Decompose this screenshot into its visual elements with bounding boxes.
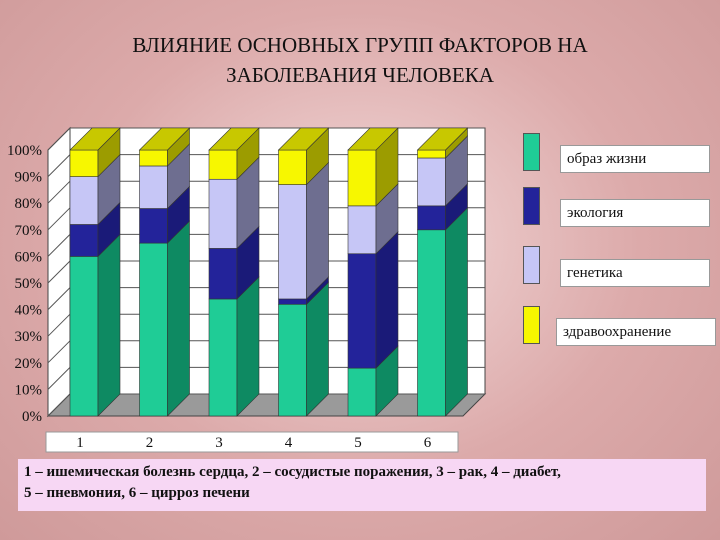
chart-footnote: 1 – ишемическая болезнь сердца, 2 – сосу… [18, 459, 706, 511]
y-tick-label: 90% [15, 170, 43, 186]
bar-segment-healthcare [278, 127, 329, 186]
bar-top [277, 127, 330, 151]
gridline-side [47, 180, 71, 204]
gridline-side [47, 207, 71, 231]
bar-front [347, 253, 377, 369]
bar-segment-lifestyle [347, 345, 399, 417]
bar-segment-ecology [347, 231, 399, 369]
y-tick-label: 0% [22, 409, 42, 425]
bar-front [417, 157, 446, 207]
bar-side [236, 276, 260, 417]
x-tick-label: 4 [285, 435, 293, 451]
bar-side [97, 233, 121, 417]
legend-swatch-healthcare [523, 306, 540, 344]
bar-top [416, 127, 469, 151]
bar-segment-lifestyle [139, 220, 190, 417]
bar-front [278, 184, 307, 300]
x-tick-label: 2 [146, 435, 154, 451]
x-axis-label-strip [45, 431, 459, 453]
legend-label-ecology: экология [560, 199, 710, 227]
bar-segment-healthcare [69, 127, 121, 178]
bar-segment-genetics [69, 153, 121, 226]
y-tick-label: 70% [15, 223, 43, 239]
bar-side [445, 207, 468, 417]
bar-segment-lifestyle [417, 207, 468, 417]
bar-segment-genetics [278, 161, 329, 300]
x-tick-label: 5 [354, 435, 362, 451]
bar-front [417, 229, 446, 417]
y-tick-label: 20% [15, 356, 43, 372]
bar-top [138, 127, 191, 151]
y-tick-label: 60% [15, 249, 43, 265]
bar-segment-genetics [347, 183, 399, 255]
bar-front [347, 149, 377, 207]
gridline-side [47, 367, 71, 390]
bar-front [208, 178, 238, 249]
bar-top [208, 127, 260, 151]
bar-front [278, 298, 307, 305]
bar-front [347, 205, 377, 255]
bar-front [139, 165, 168, 209]
y-tick-label: 40% [15, 303, 43, 319]
bar-segment-ecology [208, 225, 260, 300]
gridline-side [47, 154, 71, 177]
x-tick-label: 6 [424, 435, 432, 451]
y-tick-label: 50% [15, 276, 43, 292]
bar-segment-ecology [139, 185, 190, 244]
gridline-side [47, 260, 71, 284]
bar-segment-healthcare [347, 127, 399, 207]
bar-front [69, 176, 99, 225]
gridline-side [47, 234, 71, 257]
gridline-side [47, 287, 71, 310]
gridline-side [47, 393, 71, 417]
bar-segment-ecology [69, 201, 121, 258]
y-tick-label: 100% [7, 143, 42, 159]
y-tick-label: 80% [15, 196, 43, 212]
bar-side [306, 281, 329, 417]
bar-segment-lifestyle [278, 281, 329, 417]
bar-segment-genetics [139, 143, 190, 210]
bar-front [208, 248, 238, 300]
x-tick-label: 1 [76, 435, 84, 451]
gridline-side [47, 340, 71, 364]
bar-top [69, 127, 121, 151]
bar-front [417, 149, 446, 159]
bar-side [167, 220, 190, 417]
gridline-side [47, 127, 71, 151]
bar-segment-ecology [417, 183, 468, 231]
legend-swatch-lifestyle [523, 133, 540, 171]
legend-swatch-ecology [523, 187, 540, 225]
bar-front [208, 149, 238, 180]
bar-segment-lifestyle [208, 276, 260, 417]
legend-label-genetics: генетика [560, 259, 710, 287]
bar-side [306, 161, 329, 300]
gridline-side [47, 313, 71, 337]
bar-front [139, 149, 168, 167]
footnote-line-1: 1 – ишемическая болезнь сердца, 2 – сосу… [24, 464, 561, 480]
slide-title: ВЛИЯНИЕ ОСНОВНЫХ ГРУПП ФАКТОРОВ НА ЗАБОЛ… [132, 33, 588, 87]
footnote-line-2: 5 – пневмония, 6 – цирроз печени [24, 485, 250, 501]
y-tick-label: 30% [15, 329, 43, 345]
bar-front [139, 208, 168, 244]
legend-swatch-genetics [523, 246, 540, 284]
bar-top [347, 127, 399, 151]
bar-front [69, 256, 99, 417]
legend-label-lifestyle: образ жизни [560, 145, 710, 173]
bar-front [417, 205, 446, 231]
bar-front [278, 303, 307, 417]
bar-front [278, 149, 307, 185]
bar-front [139, 242, 168, 417]
x-tick-label: 3 [215, 435, 223, 451]
legend-label-healthcare: здравоохранение [556, 318, 716, 346]
bar-front [69, 149, 99, 177]
bar-segment-lifestyle [69, 233, 121, 417]
bar-side [375, 231, 399, 369]
bar-front [347, 367, 377, 417]
y-tick-label: 10% [15, 382, 43, 398]
bar-front [208, 298, 238, 417]
bar-front [69, 224, 99, 257]
